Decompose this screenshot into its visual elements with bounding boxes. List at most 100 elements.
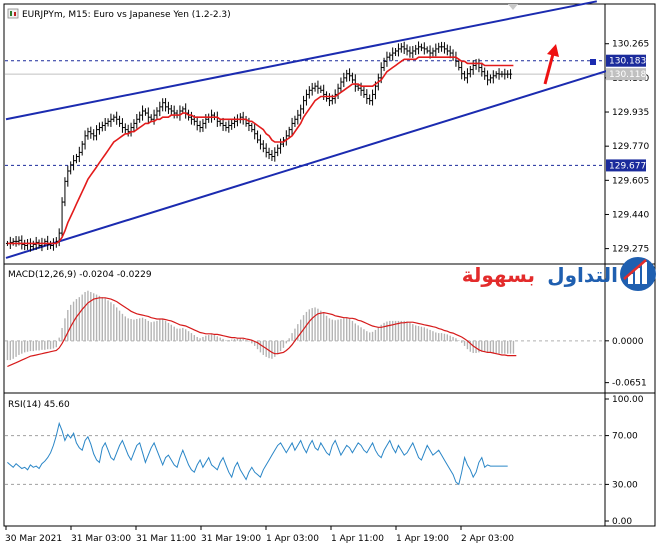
price-tick-label: 130.265: [612, 40, 649, 50]
price-bar: [20, 235, 24, 250]
price-bar: [299, 104, 303, 120]
price-bar: [388, 52, 392, 60]
price-bar: [89, 126, 93, 139]
svg-text:129.677: 129.677: [609, 161, 646, 171]
price-bar: [497, 68, 501, 80]
price-bar: [250, 122, 254, 133]
price-bar: [60, 197, 64, 238]
price-bar: [385, 51, 389, 67]
price-bar: [258, 134, 262, 150]
price-bar: [362, 86, 366, 98]
price-tick-label: 129.770: [612, 142, 649, 152]
price-bar: [261, 140, 265, 153]
macd-label: MACD(12,26,9) -0.0204 -0.0229: [8, 270, 152, 280]
price-bar: [396, 43, 400, 57]
price-bar: [491, 70, 495, 84]
price-bar: [480, 62, 484, 77]
time-tick-label: 31 Mar 03:00: [71, 534, 131, 544]
logo-word-1: التداول: [547, 263, 618, 287]
price-bar: [468, 65, 472, 78]
chart-frame: [3, 3, 656, 527]
price-bar: [322, 84, 326, 101]
price-bar: [365, 89, 369, 104]
price-bar: [132, 119, 136, 132]
channel-handle[interactable]: [590, 59, 596, 65]
price-bar: [442, 42, 446, 54]
channel-upper-line[interactable]: [5, 0, 598, 121]
rsi-tick-label: 100.00: [612, 395, 644, 405]
current-price-label: 130.118: [606, 68, 646, 81]
price-bar: [279, 138, 283, 154]
chart-window-icon[interactable]: [7, 8, 19, 19]
rsi-tick-label: 0.00: [612, 517, 632, 527]
price-bar: [437, 42, 441, 53]
price-bar: [319, 85, 323, 93]
price-bar: [434, 43, 438, 57]
price-bar: [123, 123, 127, 134]
price-bar: [310, 82, 314, 96]
price-bar: [97, 122, 101, 135]
price-bar: [313, 82, 317, 92]
price-bar: [270, 150, 274, 161]
channel-lower-line[interactable]: [5, 68, 612, 259]
price-bar: [368, 94, 372, 105]
price-bar: [371, 89, 375, 106]
rsi-line-group: [7, 421, 508, 486]
price-bar: [276, 144, 280, 157]
rsi-tick-label: 70.00: [612, 432, 638, 442]
price-bar: [483, 67, 487, 80]
price-bar: [141, 105, 145, 121]
price-bar: [273, 147, 277, 162]
price-tick-label: 129.440: [612, 210, 649, 220]
price-bar: [189, 111, 193, 125]
price-bar: [31, 240, 35, 251]
price-bar: [120, 118, 124, 133]
moving-average-group: [7, 56, 514, 245]
price-bar: [169, 104, 173, 115]
price-bar: [486, 70, 490, 86]
price-bar: [353, 74, 357, 92]
price-bar: [506, 70, 510, 79]
price-bar: [445, 44, 449, 56]
price-bar: [161, 98, 165, 112]
price-bar: [348, 68, 352, 82]
price-bar: [74, 153, 78, 164]
price-bar: [494, 71, 498, 79]
price-bar: [448, 45, 452, 59]
time-tick-label: 1 Apr 03:00: [266, 534, 319, 544]
price-bar: [92, 129, 96, 141]
time-tick-label: 30 Mar 2021: [5, 534, 62, 544]
time-tick-label: 1 Apr 11:00: [331, 534, 384, 544]
price-bar: [431, 47, 435, 57]
price-bar: [359, 82, 363, 96]
price-bar: [166, 101, 170, 114]
price-bar: [465, 68, 469, 84]
price-bar: [488, 74, 492, 84]
price-bar: [155, 107, 159, 119]
macd-tick-label: -0.0651: [612, 379, 647, 389]
price-bar: [304, 89, 308, 106]
price-bar: [440, 41, 444, 52]
price-bar: [143, 108, 147, 116]
brand-logo: بسهولة التداول: [462, 257, 656, 291]
price-bar: [146, 107, 150, 123]
price-bar: [267, 147, 271, 160]
price-bar: [63, 177, 67, 207]
price-bar: [339, 77, 343, 93]
price-bar: [391, 47, 395, 61]
price-bar: [80, 140, 84, 156]
macd-histogram-group: [6, 290, 515, 361]
price-bar: [135, 114, 139, 129]
price-bar: [327, 93, 331, 107]
price-bar: [72, 155, 76, 171]
price-bar: [457, 58, 461, 71]
price-bar: [256, 130, 260, 144]
support-price-label: 129.677: [606, 159, 646, 172]
price-tick-label: 129.935: [612, 108, 649, 118]
scroll-marker-icon[interactable]: [508, 4, 518, 10]
logo-word-2: بسهولة: [462, 263, 535, 287]
price-bar: [198, 120, 202, 133]
time-tick-label: 2 Apr 03:00: [461, 534, 514, 544]
time-tick-label: 31 Mar 19:00: [201, 534, 261, 544]
